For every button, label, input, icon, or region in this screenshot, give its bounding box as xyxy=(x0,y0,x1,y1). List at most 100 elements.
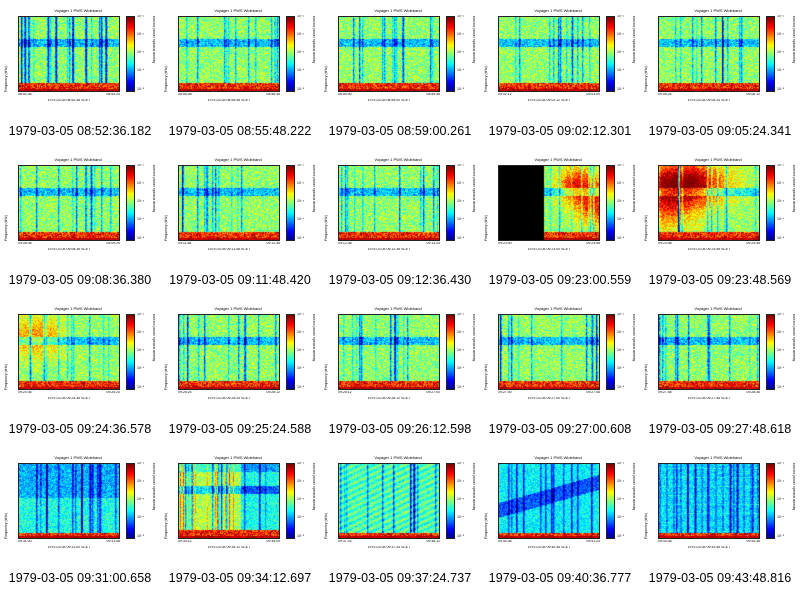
spectrogram-thumbnail[interactable]: Voyager 1 PWS Wideband Frequency (kHz) 1… xyxy=(644,455,796,559)
x-axis-label: 1979-03-05 09:12:36 SCET xyxy=(367,248,411,251)
x-tick-end: 09:12:36 xyxy=(266,242,280,245)
timestamp-caption: 1979-03-05 09:12:36.430 xyxy=(328,273,472,287)
colorbar-axis-label: Electric power spectral density xyxy=(792,314,795,362)
colorbar-ticks: 10⁻¹ 10⁻² 10⁻³ 10⁻⁴ 10⁻⁵ xyxy=(457,462,464,538)
colorbar xyxy=(446,463,455,539)
plot-title: Voyager 1 PWS Wideband xyxy=(214,456,262,460)
plot-title: Voyager 1 PWS Wideband xyxy=(534,456,582,460)
colorbar-tick: 10⁻⁵ xyxy=(457,384,465,389)
colorbar-tick: 10⁻⁵ xyxy=(137,235,145,240)
colorbar-tick: 10⁻² xyxy=(777,330,784,335)
spectrogram-thumbnail[interactable]: Voyager 1 PWS Wideband Frequency (kHz) 1… xyxy=(644,157,796,261)
x-axis-label: 1979-03-05 09:26:12 SCET xyxy=(367,397,411,400)
x-axis-ticks: 09:12:36 09:13:24 xyxy=(338,242,440,246)
colorbar-tick: 10⁻¹ xyxy=(457,462,464,465)
spectrogram-plot xyxy=(178,463,280,539)
spectrogram-cell: Voyager 1 PWS Wideband Frequency (kHz) 1… xyxy=(640,298,800,447)
y-axis-label: Frequency (kHz) xyxy=(5,66,8,92)
colorbar-tick: 10⁻⁴ xyxy=(617,68,625,73)
colorbar-ticks: 10⁻¹ 10⁻² 10⁻³ 10⁻⁴ 10⁻⁵ xyxy=(617,15,624,91)
y-axis-label: Frequency (kHz) xyxy=(645,66,648,92)
colorbar-ticks: 10⁻¹ 10⁻² 10⁻³ 10⁻⁴ 10⁻⁵ xyxy=(457,15,464,91)
spectrogram-thumbnail[interactable]: Voyager 1 PWS Wideband Frequency (kHz) 1… xyxy=(644,306,796,410)
spectrogram-thumbnail[interactable]: Voyager 1 PWS Wideband Frequency (kHz) 1… xyxy=(484,8,636,112)
spectrogram-cell: Voyager 1 PWS Wideband Frequency (kHz) 1… xyxy=(320,298,480,447)
spectrogram-thumbnail[interactable]: Voyager 1 PWS Wideband Frequency (kHz) 1… xyxy=(484,306,636,410)
plot-title: Voyager 1 PWS Wideband xyxy=(534,9,582,13)
colorbar-tick: 10⁻² xyxy=(457,32,464,37)
y-axis-label: Frequency (kHz) xyxy=(485,66,488,92)
colorbar-ticks: 10⁻¹ 10⁻² 10⁻³ 10⁻⁴ 10⁻⁵ xyxy=(137,462,144,538)
x-axis-label: 1979-03-05 09:05:24 SCET xyxy=(687,99,731,102)
colorbar-ticks: 10⁻¹ 10⁻² 10⁻³ 10⁻⁴ 10⁻⁵ xyxy=(617,164,624,240)
colorbar-tick: 10⁻² xyxy=(297,330,304,335)
spectrogram-thumbnail[interactable]: Voyager 1 PWS Wideband Frequency (kHz) 1… xyxy=(324,455,476,559)
spectrogram-thumbnail[interactable]: Voyager 1 PWS Wideband Frequency (kHz) 1… xyxy=(4,455,156,559)
colorbar-tick: 10⁻³ xyxy=(777,497,784,502)
spectrogram-plot xyxy=(658,16,760,92)
colorbar-axis-label: Electric power spectral density xyxy=(472,463,475,511)
x-axis-ticks: 09:43:48 09:44:36 xyxy=(658,540,760,544)
colorbar-ticks: 10⁻¹ 10⁻² 10⁻³ 10⁻⁴ 10⁻⁵ xyxy=(617,313,624,389)
x-tick-end: 09:35:00 xyxy=(266,540,280,543)
y-axis-label: Frequency (kHz) xyxy=(165,513,168,539)
x-axis-ticks: 09:27:00 09:27:48 xyxy=(498,391,600,395)
spectrogram-plot xyxy=(658,314,760,390)
spectrogram-thumbnail[interactable]: Voyager 1 PWS Wideband Frequency (kHz) 1… xyxy=(164,8,316,112)
colorbar-ticks: 10⁻¹ 10⁻² 10⁻³ 10⁻⁴ 10⁻⁵ xyxy=(777,462,784,538)
colorbar-ticks: 10⁻¹ 10⁻² 10⁻³ 10⁻⁴ 10⁻⁵ xyxy=(297,164,304,240)
colorbar-axis-label: Electric power spectral density xyxy=(152,16,155,64)
spectrogram-thumbnail[interactable]: Voyager 1 PWS Wideband Frequency (kHz) 1… xyxy=(324,8,476,112)
x-axis-label: 1979-03-05 09:02:12 SCET xyxy=(527,99,571,102)
colorbar-tick: 10⁻³ xyxy=(617,199,624,204)
colorbar-ticks: 10⁻¹ 10⁻² 10⁻³ 10⁻⁴ 10⁻⁵ xyxy=(137,15,144,91)
spectrogram-thumbnail[interactable]: Voyager 1 PWS Wideband Frequency (kHz) 1… xyxy=(164,306,316,410)
plot-title: Voyager 1 PWS Wideband xyxy=(694,307,742,311)
colorbar-ticks: 10⁻¹ 10⁻² 10⁻³ 10⁻⁴ 10⁻⁵ xyxy=(777,164,784,240)
colorbar-tick: 10⁻⁴ xyxy=(777,366,785,371)
spectrogram-thumbnail[interactable]: Voyager 1 PWS Wideband Frequency (kHz) 1… xyxy=(484,157,636,261)
x-axis-label: 1979-03-05 09:23:00 SCET xyxy=(527,248,571,251)
spectrogram-thumbnail[interactable]: Voyager 1 PWS Wideband Frequency (kHz) 1… xyxy=(164,455,316,559)
spectrogram-cell: Voyager 1 PWS Wideband Frequency (kHz) 1… xyxy=(320,447,480,596)
x-tick-start: 09:27:48 xyxy=(658,391,672,394)
spectrogram-thumbnail[interactable]: Voyager 1 PWS Wideband Frequency (kHz) 1… xyxy=(484,455,636,559)
colorbar xyxy=(126,314,135,390)
plot-title: Voyager 1 PWS Wideband xyxy=(214,158,262,162)
x-tick-end: 09:38:12 xyxy=(426,540,440,543)
colorbar xyxy=(286,314,295,390)
colorbar-tick: 10⁻² xyxy=(137,32,144,37)
x-axis-label: 1979-03-05 08:55:48 SCET xyxy=(207,99,251,102)
colorbar-tick: 10⁻⁵ xyxy=(617,384,625,389)
x-tick-start: 09:12:36 xyxy=(338,242,352,245)
colorbar-tick: 10⁻⁴ xyxy=(297,366,305,371)
spectrogram-thumbnail[interactable]: Voyager 1 PWS Wideband Frequency (kHz) 1… xyxy=(164,157,316,261)
x-axis-ticks: 09:26:12 09:27:00 xyxy=(338,391,440,395)
plot-title: Voyager 1 PWS Wideband xyxy=(54,456,102,460)
spectrogram-thumbnail[interactable]: Voyager 1 PWS Wideband Frequency (kHz) 1… xyxy=(4,157,156,261)
timestamp-caption: 1979-03-05 09:34:12.697 xyxy=(168,571,312,585)
colorbar-tick: 10⁻¹ xyxy=(297,313,304,316)
x-tick-start: 09:23:48 xyxy=(658,242,672,245)
spectrogram-cell: Voyager 1 PWS Wideband Frequency (kHz) 1… xyxy=(160,0,320,149)
spectrogram-thumbnail[interactable]: Voyager 1 PWS Wideband Frequency (kHz) 1… xyxy=(4,306,156,410)
spectrogram-thumbnail[interactable]: Voyager 1 PWS Wideband Frequency (kHz) 1… xyxy=(4,8,156,112)
x-tick-start: 09:24:36 xyxy=(18,391,32,394)
x-tick-end: 08:53:24 xyxy=(106,93,120,96)
spectrogram-thumbnail[interactable]: Voyager 1 PWS Wideband Frequency (kHz) 1… xyxy=(644,8,796,112)
spectrogram-thumbnail[interactable]: Voyager 1 PWS Wideband Frequency (kHz) 1… xyxy=(324,157,476,261)
x-axis-ticks: 09:27:48 09:28:36 xyxy=(658,391,760,395)
x-tick-end: 09:03:00 xyxy=(586,93,600,96)
x-tick-end: 09:28:36 xyxy=(746,391,760,394)
colorbar-axis-label: Electric power spectral density xyxy=(152,314,155,362)
colorbar-ticks: 10⁻¹ 10⁻² 10⁻³ 10⁻⁴ 10⁻⁵ xyxy=(457,313,464,389)
spectrogram-thumbnail[interactable]: Voyager 1 PWS Wideband Frequency (kHz) 1… xyxy=(324,306,476,410)
colorbar-tick: 10⁻² xyxy=(297,479,304,484)
colorbar-ticks: 10⁻¹ 10⁻² 10⁻³ 10⁻⁴ 10⁻⁵ xyxy=(297,15,304,91)
colorbar-tick: 10⁻¹ xyxy=(137,313,144,316)
x-axis-ticks: 09:40:36 09:41:24 xyxy=(498,540,600,544)
spectrogram-cell: Voyager 1 PWS Wideband Frequency (kHz) 1… xyxy=(480,298,640,447)
colorbar-tick: 10⁻⁴ xyxy=(297,515,305,520)
colorbar xyxy=(126,463,135,539)
